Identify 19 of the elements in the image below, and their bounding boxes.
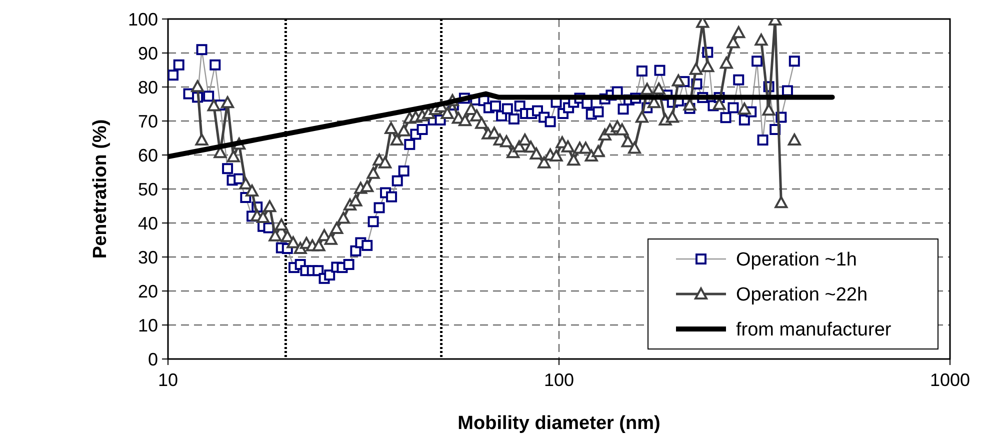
y-tick-label: 60 xyxy=(138,145,158,166)
x-axis-title: Mobility diameter (nm) xyxy=(458,413,660,434)
y-tick-label: 50 xyxy=(138,179,158,200)
y-tick-label: 90 xyxy=(138,43,158,64)
y-tick-label: 80 xyxy=(138,77,158,98)
x-tick-label: 1000 xyxy=(930,370,970,390)
y-tick-label: 10 xyxy=(138,315,158,336)
y-tick-label: 40 xyxy=(138,213,158,234)
y-axis-title: Penetration (%) xyxy=(90,119,111,259)
y-tick-label: 0 xyxy=(148,349,158,370)
y-tick-label: 20 xyxy=(138,281,158,302)
legend-label: Operation ~22h xyxy=(736,284,868,306)
y-tick-label: 100 xyxy=(128,9,158,30)
x-tick-label: 100 xyxy=(544,370,574,390)
legend-label: Operation ~1h xyxy=(736,250,857,271)
y-tick-label: 70 xyxy=(138,111,158,132)
legend-label: from manufacturer xyxy=(736,320,892,341)
y-tick-label: 30 xyxy=(138,247,158,268)
x-tick-label: 10 xyxy=(158,370,178,390)
